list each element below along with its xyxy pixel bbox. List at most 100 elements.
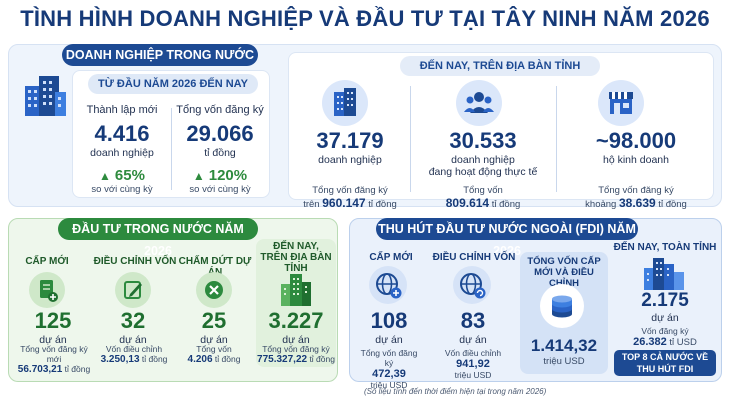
fdi-adjust-cap-value: 941,92	[456, 358, 490, 370]
di-new-cap-line: 56.703,21 tỉ đồng	[18, 364, 90, 375]
cum-household-block: ~98.000 hộ kinh doanh Tổng vốn đăng ký k…	[562, 128, 710, 210]
di-total-value: 3.227	[268, 308, 324, 333]
fdi-new-cap-value: 472,39	[372, 368, 406, 380]
cap-prefix: trên	[303, 199, 323, 210]
cap-unit: tỉ USD	[666, 337, 697, 348]
ytd-capital-pct: 120%	[208, 167, 248, 184]
cap-value: 3.250,13	[100, 354, 140, 365]
cap-value: 775.327,22	[257, 354, 308, 365]
cum-active-block: 30.533 doanh nghiệp đang hoạt động thực …	[420, 128, 546, 210]
cum-household-cap: khoảng 38.639 tỉ đồng	[585, 196, 687, 210]
di-new-value: 125	[34, 308, 72, 333]
cancel-icon	[196, 272, 232, 308]
cum-active-value: 30.533	[449, 128, 517, 153]
cum-household-cap-label: Tổng vốn đăng ký	[598, 185, 674, 196]
di-total-block: 3.227 dự án	[258, 308, 334, 346]
edit-icon	[115, 272, 151, 308]
di-adjust-unit: dự án	[119, 334, 147, 346]
fdi-combined-block: 1.414,32 triệu USD	[520, 336, 608, 367]
cum-active-unit: doanh nghiệp	[451, 154, 515, 166]
ytd-new-block: Thành lập mới 4.416 doanh nghiệp ▲ 65% s…	[74, 104, 170, 195]
page-title: TÌNH HÌNH DOANH NGHIỆP VÀ ĐẦU TƯ TẠI TÂY…	[20, 6, 710, 31]
cap-value: 26.382	[633, 336, 667, 348]
fdi-total-value: 2.175	[641, 290, 689, 311]
divider	[410, 86, 411, 192]
ytd-new-compare: so với cùng kỳ	[91, 184, 153, 195]
globe-plus-icon	[369, 266, 407, 304]
cap-value: 4.206	[187, 354, 213, 365]
cap-unit: tỉ đồng	[655, 199, 687, 210]
di-new-block: 125 dự án	[12, 308, 94, 346]
fdi-total-block: 2.175 dự án Vốn đăng ký 26.382 tỉ USD	[612, 290, 718, 348]
ytd-new-unit: doanh nghiệp	[90, 147, 154, 159]
fdi-adjust-cap-label: Vốn điều chỉnh	[444, 348, 502, 358]
cum-active-cap-label: Tổng vốn	[463, 185, 503, 196]
skyline-icon	[640, 254, 690, 290]
fdi-adjust-title: ĐIỀU CHỈNH VỐN	[432, 252, 516, 263]
arrow-up-icon: ▲	[99, 168, 111, 183]
fdi-new-title: CẤP MỚI	[369, 252, 413, 263]
di-terminate-block: 25 dự án	[178, 308, 250, 346]
buildings-icon	[22, 72, 68, 118]
cum-household-value: ~98.000	[595, 128, 677, 153]
ytd-new-value: 4.416	[94, 121, 150, 146]
di-new-title: CẤP MỚI	[25, 256, 69, 267]
fdi-total-title: ĐẾN NAY, TOÀN TỈNH	[613, 242, 717, 253]
di-total-title: ĐẾN NAY, TRÊN ĐỊA BÀN TỈNH	[260, 241, 332, 274]
fdi-new-value: 108	[370, 308, 408, 333]
cap-value: 809.614	[445, 196, 490, 210]
fdi-total-unit: dự án	[651, 312, 679, 324]
arrow-up-icon: ▲	[192, 168, 205, 183]
office-building-icon	[322, 80, 368, 126]
fdi-new-cap-label: Tổng vốn đăng ký	[360, 348, 418, 368]
cum-active-unit2: đang hoạt động thực tế	[428, 166, 538, 178]
shop-icon	[598, 80, 644, 126]
ytd-capital-block: Tổng vốn đăng ký 29.066 tỉ đồng ▲ 120% s…	[172, 104, 268, 195]
cap-unit: tỉ đồng	[365, 199, 397, 210]
ytd-subtitle: TỪ ĐẦU NĂM 2026 ĐẾN NAY	[88, 74, 258, 94]
fdi-adjust-unit: dự án	[459, 334, 487, 346]
footer-note: (Số liệu tính đến thời điểm hiện tại tro…	[364, 387, 547, 396]
di-adjust-title: ĐIỀU CHỈNH VỐN	[93, 256, 177, 267]
ytd-new-change: ▲ 65%	[99, 167, 145, 184]
ytd-new-label: Thành lập mới	[86, 104, 158, 116]
cumulative-subtitle: ĐẾN NAY, TRÊN ĐỊA BÀN TỈNH	[400, 56, 600, 76]
divider	[171, 108, 172, 190]
di-adjust-value: 32	[120, 308, 146, 333]
cum-enterprise-cap: trên 960.147 tỉ đồng	[303, 196, 397, 210]
fdi-total-cap-label: Vốn đăng ký	[641, 326, 689, 336]
cap-value: 56.703,21	[17, 364, 63, 375]
di-terminate-value: 25	[201, 308, 227, 333]
domestic-investment-tab: ĐẦU TƯ TRONG NƯỚC NĂM 2026	[58, 218, 258, 258]
cap-value: 38.639	[618, 196, 656, 210]
city-icon	[278, 270, 314, 306]
cum-enterprise-value: 37.179	[316, 128, 384, 153]
fdi-adjust-cap-unit: triệu USD	[454, 370, 492, 380]
di-adjust-cap-label: Vốn điều chỉnh	[105, 344, 163, 354]
ytd-capital-unit: tỉ đồng	[204, 147, 236, 159]
di-total-cap-label: Tổng vốn đăng ký	[262, 344, 330, 354]
coins-icon	[540, 284, 584, 328]
divider	[556, 86, 557, 192]
ytd-capital-value: 29.066	[186, 121, 254, 146]
fdi-tab: THU HÚT ĐẦU TƯ NƯỚC NGOÀI (FDI) NĂM 2026	[376, 218, 638, 258]
di-terminate-cap-label: Tổng vốn	[196, 344, 232, 354]
fdi-total-cap-line: 26.382 tỉ USD	[633, 336, 697, 348]
cap-unit: tỉ đồng	[139, 354, 168, 364]
cum-enterprise-cap-label: Tổng vốn đăng ký	[312, 185, 388, 196]
fdi-new-cap-unit: triệu USD	[370, 380, 408, 390]
fdi-combined-unit: triệu USD	[543, 356, 585, 367]
globe-refresh-icon	[453, 266, 491, 304]
fdi-top8-badge: TOP 8 CẢ NƯỚC VỀ THU HÚT FDI	[614, 350, 716, 376]
cum-active-cap: 809.614 tỉ đồng	[446, 196, 521, 210]
cap-value: 960.147	[322, 196, 366, 210]
document-plus-icon	[29, 272, 65, 308]
cap-unit: tỉ đồng	[62, 364, 91, 374]
ytd-capital-change: ▲ 120%	[193, 167, 247, 184]
domestic-business-tab: DOANH NGHIỆP TRONG NƯỚC	[62, 44, 258, 66]
ytd-new-pct: 65%	[114, 167, 145, 184]
di-total-cap-line: 775.327,22 tỉ đồng	[257, 354, 335, 365]
di-terminate-cap-line: 4.206 tỉ đồng	[188, 354, 241, 365]
cum-household-unit: hộ kinh doanh	[603, 154, 669, 166]
cap-prefix: khoảng	[585, 199, 619, 210]
